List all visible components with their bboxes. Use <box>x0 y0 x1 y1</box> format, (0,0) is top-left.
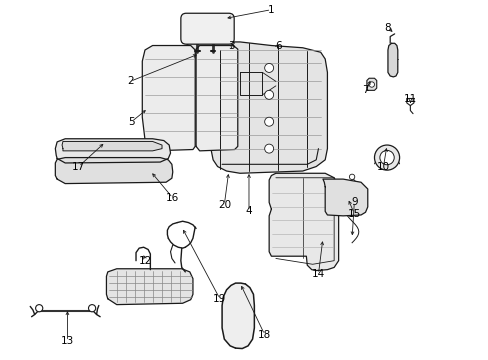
Polygon shape <box>222 283 254 348</box>
Polygon shape <box>62 141 162 151</box>
Text: 18: 18 <box>258 330 271 339</box>
Text: 1: 1 <box>267 5 274 15</box>
Circle shape <box>379 150 393 165</box>
Text: 10: 10 <box>376 162 389 172</box>
Circle shape <box>349 174 354 180</box>
Polygon shape <box>55 139 170 163</box>
Polygon shape <box>142 45 195 151</box>
Circle shape <box>264 63 273 72</box>
Polygon shape <box>106 269 193 305</box>
Text: 12: 12 <box>139 256 152 266</box>
Text: 13: 13 <box>61 336 74 346</box>
Circle shape <box>264 90 273 99</box>
Text: 19: 19 <box>213 294 226 304</box>
Circle shape <box>264 144 273 153</box>
Text: 5: 5 <box>128 117 135 127</box>
Text: 3: 3 <box>227 41 234 50</box>
Text: 15: 15 <box>347 208 360 219</box>
Text: 6: 6 <box>274 41 281 50</box>
Circle shape <box>264 117 273 126</box>
Text: 20: 20 <box>217 200 230 210</box>
Polygon shape <box>366 78 376 90</box>
Polygon shape <box>322 179 367 216</box>
Polygon shape <box>387 43 397 77</box>
Circle shape <box>36 305 42 312</box>
Text: 2: 2 <box>126 76 133 86</box>
Text: 16: 16 <box>166 193 179 203</box>
Circle shape <box>88 305 96 312</box>
FancyBboxPatch shape <box>181 13 234 44</box>
Text: 11: 11 <box>403 94 416 104</box>
Circle shape <box>368 82 374 87</box>
Text: 17: 17 <box>72 162 85 172</box>
Text: 9: 9 <box>350 197 357 207</box>
Polygon shape <box>55 158 172 184</box>
Text: 8: 8 <box>384 23 390 33</box>
Polygon shape <box>196 45 237 151</box>
Text: 7: 7 <box>362 85 368 95</box>
Polygon shape <box>268 173 338 271</box>
Polygon shape <box>186 42 327 173</box>
Text: 14: 14 <box>311 269 325 279</box>
Text: 4: 4 <box>245 206 252 216</box>
Circle shape <box>374 145 399 170</box>
